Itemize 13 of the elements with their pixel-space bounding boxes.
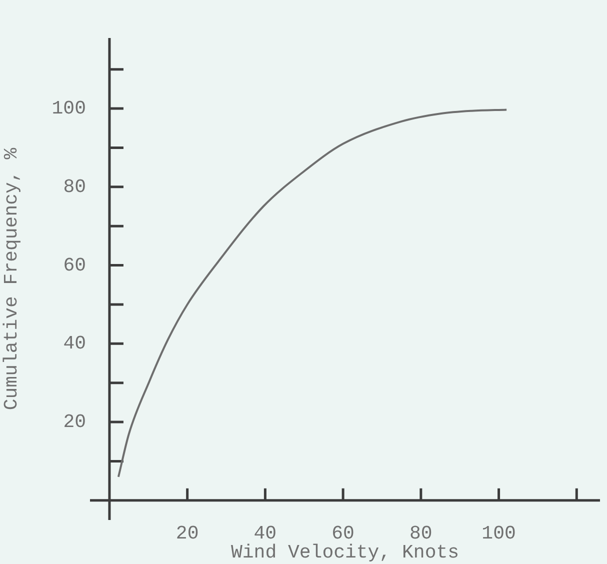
x-tick-label: 40 bbox=[254, 522, 277, 544]
x-tick-label: 60 bbox=[332, 522, 354, 544]
x-axis-title: Wind Velocity, Knots bbox=[230, 542, 460, 564]
line-series bbox=[117, 108, 508, 478]
y-tick-label: 80 bbox=[63, 176, 86, 198]
y-axis-title: Cumulative Frequency, % bbox=[0, 147, 22, 410]
x-tick-label: 80 bbox=[410, 522, 432, 544]
x-tick-label: 100 bbox=[482, 522, 516, 544]
y-tick-label: 100 bbox=[52, 98, 86, 120]
y-tick-label: 40 bbox=[63, 332, 86, 355]
x-tick-label: 20 bbox=[176, 522, 199, 544]
y-tick-label: 20 bbox=[63, 411, 86, 434]
y-tick-label: 60 bbox=[63, 254, 86, 276]
